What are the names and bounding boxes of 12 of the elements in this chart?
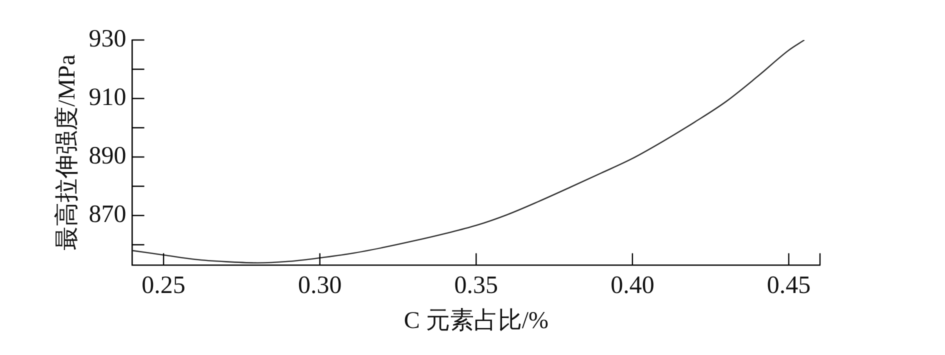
y-tick-label: 870 [88,201,126,228]
x-tick-label: 0.35 [454,272,498,299]
x-axis-title: C 元素占比/% [404,308,548,334]
y-axis-title: 最高拉伸强度/MPa [54,54,81,251]
y-tick-label: 910 [88,84,126,112]
y-tick-label: 930 [88,26,126,53]
x-tick-label: 0.30 [298,272,342,299]
y-tick-label: 890 [88,142,126,170]
x-tick-label: 0.40 [610,272,654,299]
x-tick-label: 0.45 [766,272,811,299]
x-tick-label: 0.25 [142,272,186,299]
line-series [132,40,806,264]
